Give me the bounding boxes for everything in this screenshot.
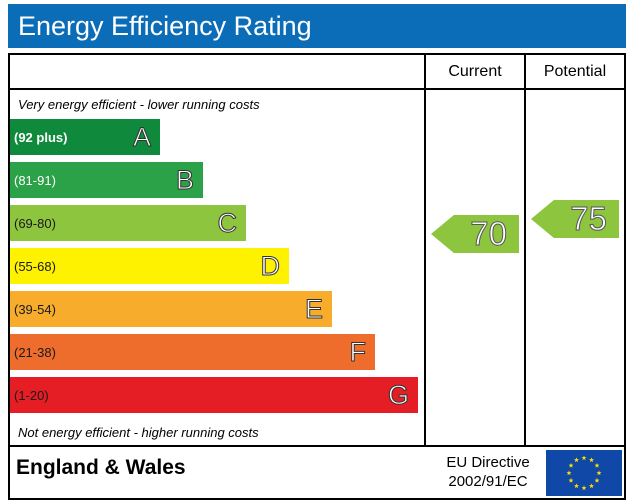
eu-star-icon xyxy=(581,455,587,461)
eu-directive-line2: 2002/91/EC xyxy=(448,473,528,490)
rating-band-d: (55-68) D xyxy=(10,248,289,284)
eu-star-icon xyxy=(589,457,594,463)
eu-star-icon xyxy=(596,470,602,476)
band-letter: F xyxy=(349,336,366,367)
rating-band-b: (81-91) B xyxy=(10,162,203,198)
current-rating-value: 70 xyxy=(470,215,508,253)
column-divider-left xyxy=(424,53,426,447)
band-range-label: (39-54) xyxy=(14,301,56,317)
region-label: England & Wales xyxy=(16,456,186,479)
rating-band-c: (69-80) C xyxy=(10,205,246,241)
eu-star-icon xyxy=(568,462,574,468)
eu-star-icon xyxy=(574,457,579,463)
eu-directive-text: EU Directive 2002/91/EC xyxy=(432,453,544,491)
band-letter: B xyxy=(175,164,194,195)
eu-star-icon xyxy=(568,477,574,483)
eu-star-icon xyxy=(589,483,594,489)
band-range-label: (69-80) xyxy=(14,215,56,231)
bottom-note: Not energy efficient - higher running co… xyxy=(18,425,259,440)
rating-band-e: (39-54) E xyxy=(10,291,332,327)
band-range-label: (92 plus) xyxy=(14,129,68,145)
column-divider-right xyxy=(524,53,526,447)
band-letter: A xyxy=(132,121,151,152)
eu-directive-line1: EU Directive xyxy=(446,454,530,471)
eu-stars-icon xyxy=(566,455,602,491)
column-header-potential: Potential xyxy=(543,63,607,80)
eu-star-icon xyxy=(566,470,572,476)
eu-star-icon xyxy=(594,462,600,468)
rating-chart-frame xyxy=(8,53,626,500)
band-letter: D xyxy=(260,250,280,281)
page-title: Energy Efficiency Rating xyxy=(8,4,626,48)
eu-star-icon xyxy=(574,483,579,489)
rating-band-g: (1-20) G xyxy=(10,377,418,413)
potential-rating-value: 75 xyxy=(570,200,608,238)
band-letter: C xyxy=(217,207,237,238)
top-note: Very energy efficient - lower running co… xyxy=(18,97,260,112)
column-header-current: Current xyxy=(448,63,502,80)
rating-band-a: (92 plus) A xyxy=(10,119,160,155)
band-letter: G xyxy=(387,379,409,410)
band-range-label: (1-20) xyxy=(14,387,49,403)
rating-band-f: (21-38) F xyxy=(10,334,375,370)
band-range-label: (21-38) xyxy=(14,344,56,360)
band-range-label: (81-91) xyxy=(14,172,56,188)
eu-flag-icon xyxy=(546,450,622,496)
band-range-label: (55-68) xyxy=(14,258,56,274)
footer-divider xyxy=(8,445,626,447)
header-divider xyxy=(8,88,626,90)
eu-star-icon xyxy=(581,485,587,491)
eu-star-icon xyxy=(594,477,600,483)
band-letter: E xyxy=(304,293,323,324)
